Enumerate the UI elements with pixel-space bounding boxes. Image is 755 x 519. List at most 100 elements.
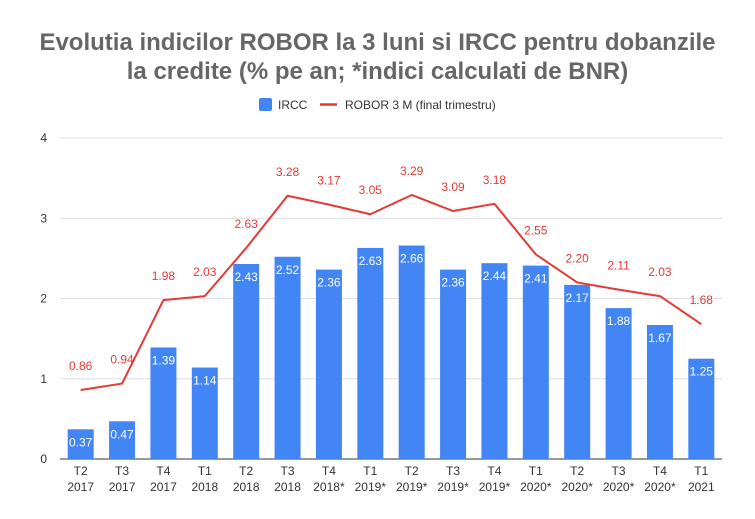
bar-data-label: 2.36 [441, 276, 465, 290]
chart-title-line2: la credite (% pe an; *indici calculati d… [126, 58, 629, 85]
bar [564, 284, 591, 459]
x-tick-label-quarter: T3 [612, 464, 626, 478]
line-data-label: 3.05 [359, 183, 383, 197]
x-tick-label-year: 2017 [67, 480, 94, 494]
x-tick-label-quarter: T1 [694, 464, 708, 478]
x-axis-ticks: T2 2017 T3 2017 T4 2017 T1 2018 T2 2018 T3 2018 T4 20… [67, 464, 715, 494]
bar-data-label: 1.39 [152, 353, 176, 367]
line-data-label: 3.28 [276, 165, 300, 179]
x-tick-label-year: 2020* [603, 480, 635, 494]
bar-data-label: 1.67 [648, 331, 672, 345]
line-path [80, 193, 702, 391]
bar-data-label: 2.36 [317, 276, 341, 290]
x-tick-label-year: 2018 [191, 480, 218, 494]
bar-data-label: 2.44 [483, 269, 507, 283]
bar [440, 269, 467, 459]
legend-swatch-ircc [259, 98, 272, 111]
bar [191, 367, 218, 459]
bar [605, 308, 632, 459]
x-tick-label-quarter: T3 [115, 464, 129, 478]
x-tick-label-year: 2018 [274, 480, 301, 494]
bar [522, 265, 549, 459]
y-tick-label: 0 [40, 452, 47, 466]
line-data-label: 1.68 [690, 293, 714, 307]
x-tick-label-quarter: T3 [446, 464, 460, 478]
bar-labels-ircc: 0.37 0.47 1.39 1.14 2.43 2.52 2.36 2.63 2.66 2.36… [69, 252, 713, 450]
x-tick-label-quarter: T2 [405, 464, 419, 478]
bar [150, 347, 177, 459]
bar-data-label: 2.66 [400, 252, 424, 266]
bar-series-ircc [67, 245, 715, 459]
x-tick-label-quarter: T2 [570, 464, 584, 478]
x-tick-label-quarter: T2 [74, 464, 88, 478]
line-data-label: 2.11 [607, 259, 630, 273]
bar-data-label: 0.47 [110, 427, 134, 441]
x-tick-label-quarter: T1 [363, 464, 377, 478]
bar-data-label: 1.25 [690, 365, 714, 379]
x-tick-label-year: 2017 [150, 480, 177, 494]
y-tick-label: 3 [40, 211, 47, 225]
bar [67, 429, 94, 459]
line-data-label: 3.17 [317, 174, 341, 188]
bar-data-label: 2.52 [276, 263, 300, 277]
line-data-label: 3.18 [483, 173, 507, 187]
bar-data-label: 2.63 [359, 254, 383, 268]
legend-label-robor: ROBOR 3 M (final trimestru) [345, 98, 496, 112]
line-data-label: 3.09 [441, 180, 465, 194]
line-data-label: 2.55 [524, 223, 548, 237]
x-tick-label-quarter: T4 [487, 464, 501, 478]
line-data-label: 2.03 [648, 265, 672, 279]
x-tick-label-year: 2019* [396, 480, 428, 494]
x-tick-label-year: 2018 [233, 480, 260, 494]
line-series-robor [80, 193, 702, 391]
bar-data-label: 2.41 [524, 272, 548, 286]
y-tick-label: 1 [40, 372, 47, 386]
line-data-label: 2.20 [566, 251, 590, 265]
bar-data-label: 1.14 [193, 374, 217, 388]
x-tick-label-quarter: T1 [529, 464, 543, 478]
line-data-label: 2.63 [235, 217, 259, 231]
x-tick-label-year: 2020* [644, 480, 676, 494]
chart-title-line1: Evolutia indicilor ROBOR la 3 luni si IR… [39, 29, 716, 56]
line-labels-robor: 0.86 0.94 1.98 2.03 2.63 3.28 3.17 3.05 3.29 3.09… [69, 164, 713, 373]
x-tick-label-quarter: T4 [653, 464, 667, 478]
x-tick-label-year: 2019* [479, 480, 511, 494]
x-tick-label-year: 2019* [437, 480, 469, 494]
line-data-label: 2.03 [193, 265, 217, 279]
x-tick-label-year: 2020* [562, 480, 594, 494]
x-tick-label-year: 2019* [355, 480, 387, 494]
x-tick-label-quarter: T4 [156, 464, 170, 478]
bar [398, 245, 425, 459]
line-data-label: 0.86 [69, 359, 93, 373]
x-tick-label-quarter: T1 [198, 464, 212, 478]
y-tick-label: 2 [40, 292, 47, 306]
bar-data-label: 0.37 [69, 435, 93, 449]
x-tick-label-year: 2020* [520, 480, 552, 494]
line-data-label: 0.94 [110, 353, 134, 367]
bar [274, 256, 301, 459]
chart-legend: IRCC ROBOR 3 M (final trimestru) [259, 98, 496, 112]
bar [357, 247, 384, 459]
bar [109, 421, 136, 459]
line-data-label: 1.98 [152, 269, 176, 283]
bar [646, 324, 673, 459]
bar [233, 263, 260, 459]
bar [315, 269, 342, 459]
x-tick-label-year: 2021 [688, 480, 715, 494]
bar [688, 358, 715, 459]
bar [481, 263, 508, 459]
bar-data-label: 1.88 [607, 314, 631, 328]
y-axis-ticks: 0 1 2 3 4 [40, 131, 47, 466]
x-tick-label-year: 2018* [313, 480, 345, 494]
x-tick-label-quarter: T4 [322, 464, 336, 478]
y-tick-label: 4 [40, 131, 47, 145]
x-tick-label-quarter: T2 [239, 464, 253, 478]
line-data-label: 3.29 [400, 164, 424, 178]
bar-data-label: 2.17 [566, 291, 590, 305]
x-tick-label-year: 2017 [109, 480, 136, 494]
legend-label-ircc: IRCC [278, 98, 308, 112]
bar-data-label: 2.43 [235, 270, 259, 284]
x-tick-label-quarter: T3 [281, 464, 295, 478]
